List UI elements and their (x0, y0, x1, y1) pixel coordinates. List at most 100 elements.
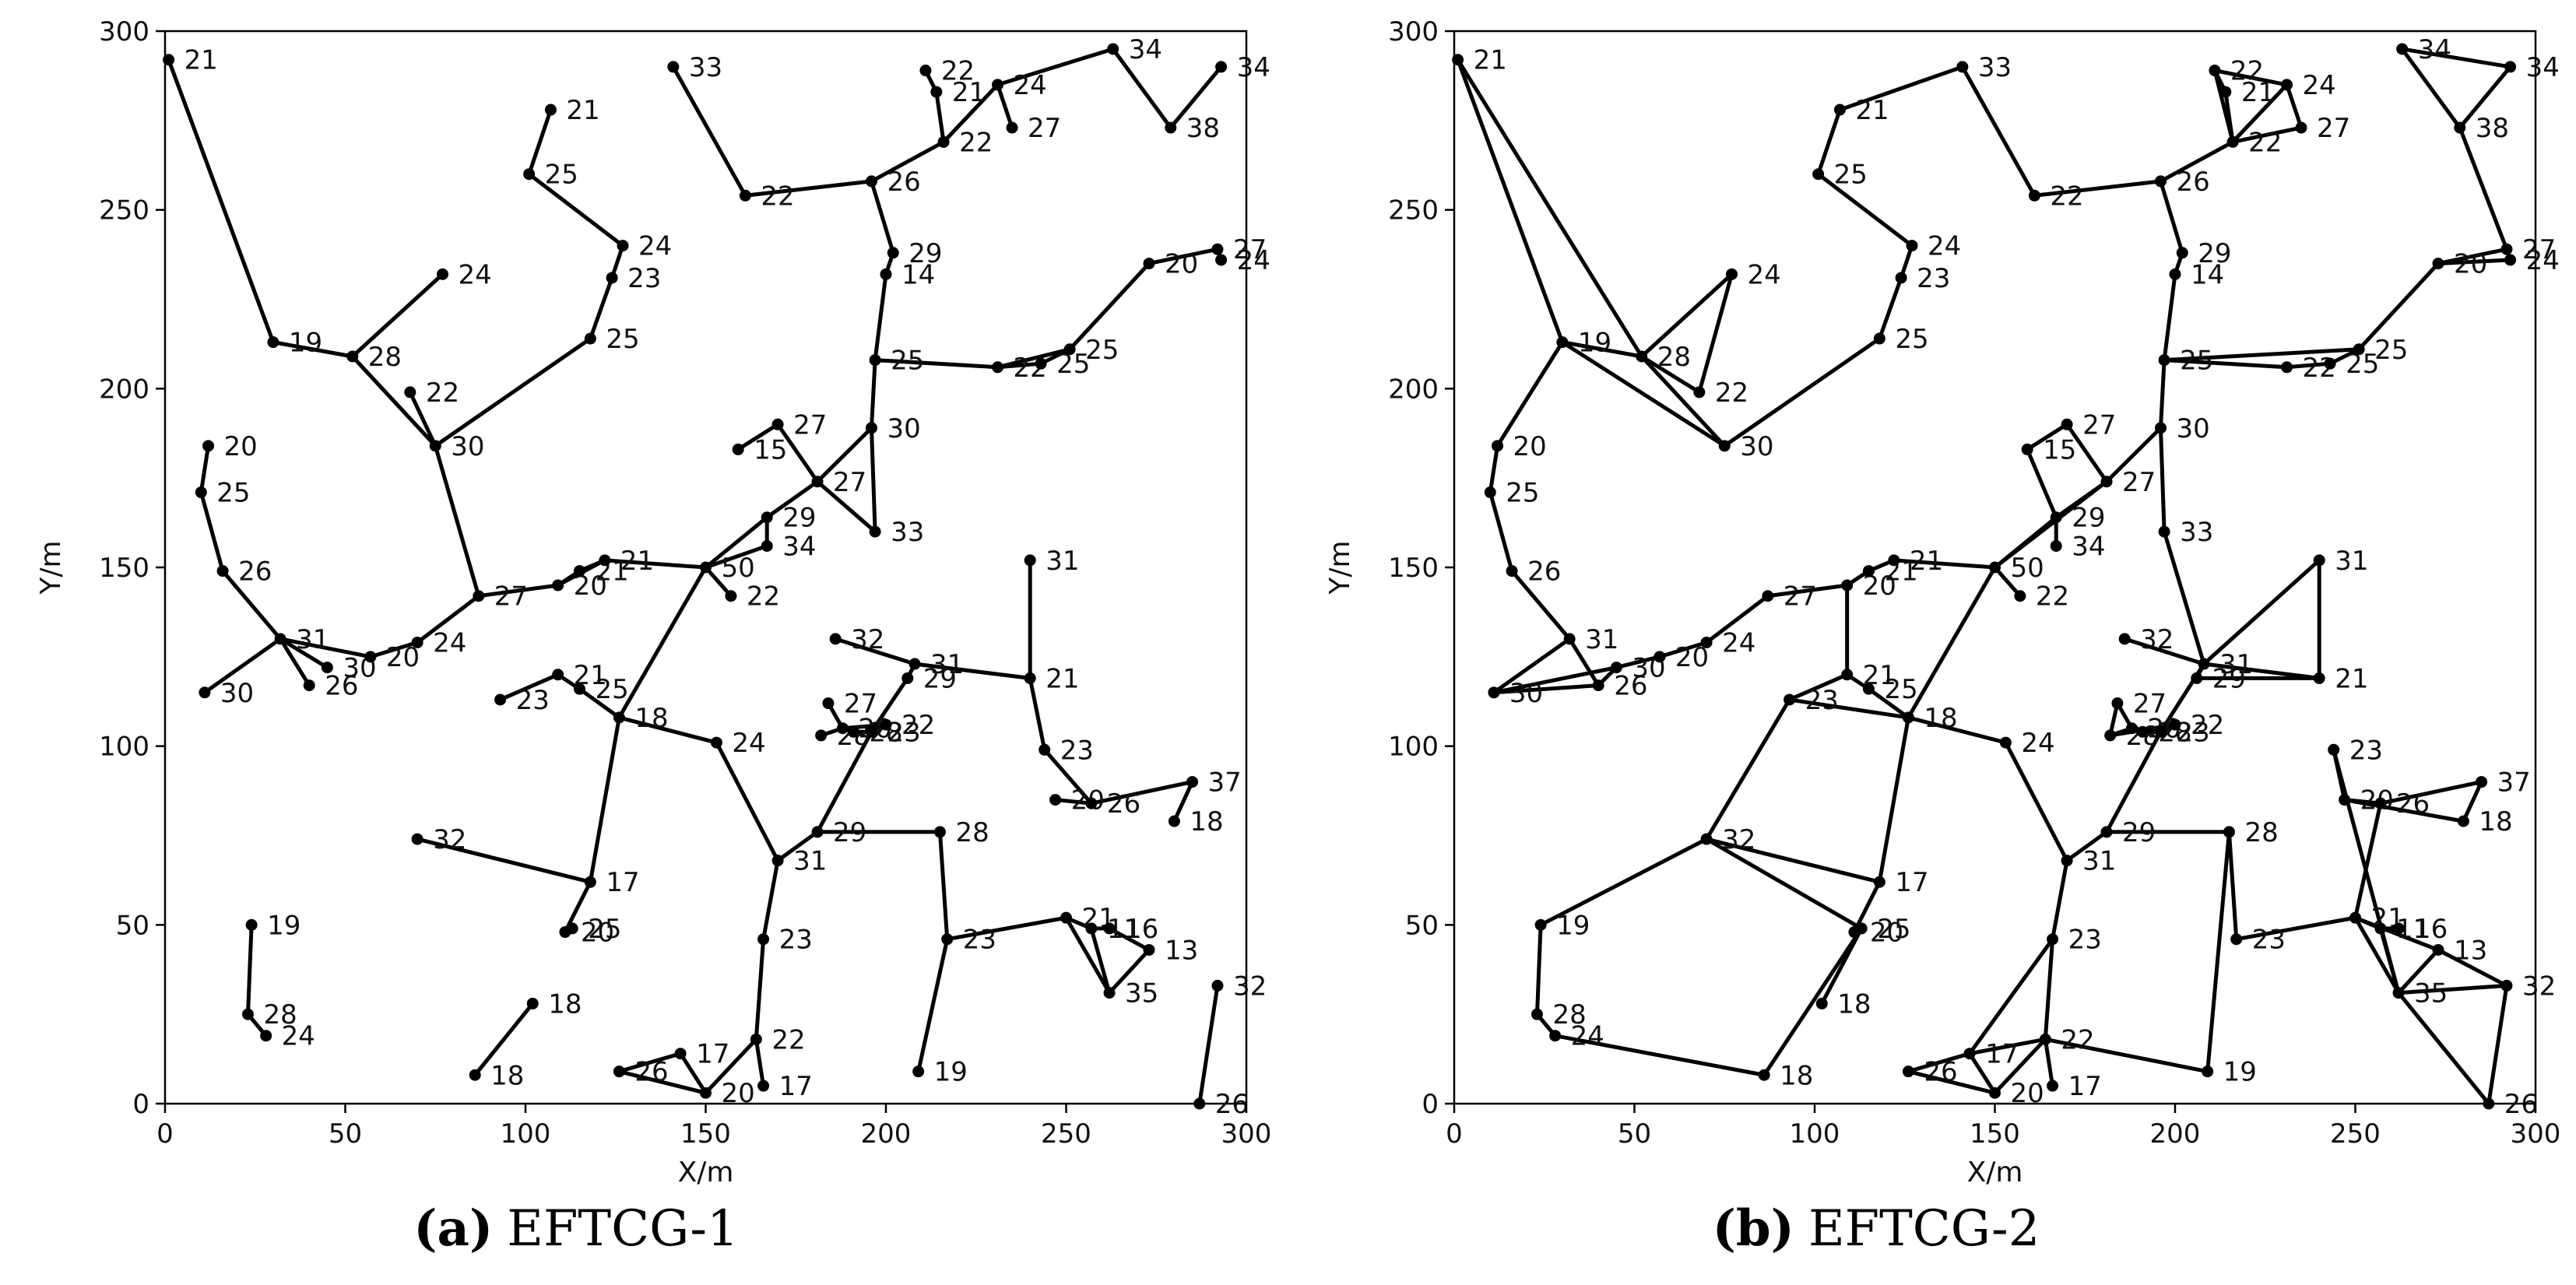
node-point-5 (404, 386, 416, 398)
edge-30-31 (2025, 422, 2069, 451)
edge-91-92 (2486, 983, 2509, 1106)
node-point-18 (1610, 662, 1622, 674)
edge-87-89 (1089, 926, 1112, 995)
edge-45-36 (2158, 179, 2184, 255)
edge-3-5 (1639, 354, 1702, 395)
node-point-24 (599, 554, 611, 567)
node-label-72: 26 (2396, 788, 2430, 820)
edge-60-62 (912, 662, 1032, 680)
node-label-62: 21 (1046, 663, 1079, 694)
edge-58-77 (2003, 740, 2069, 863)
node-point-63 (1024, 554, 1036, 567)
x-axis-label: X/m (678, 1157, 734, 1188)
node-point-17 (1592, 679, 1604, 692)
edge-22-21 (1766, 583, 1850, 599)
node-point-60 (908, 658, 921, 670)
node-point-19 (364, 651, 377, 663)
node-point-91 (2500, 979, 2513, 992)
node-point-76 (2223, 826, 2235, 838)
node-point-7 (1833, 104, 1846, 116)
node-point-26 (2014, 590, 2026, 602)
node-label-88: 16 (1125, 914, 1158, 945)
node-point-68 (2154, 725, 2167, 738)
node-label-15: 31 (1585, 624, 1618, 655)
y-tick-label: 200 (1388, 374, 1439, 405)
edge-28-25 (1993, 515, 2058, 570)
node-label-73: 37 (2497, 767, 2531, 799)
node-label-39: 22 (2248, 127, 2282, 158)
node-label-20: 24 (433, 627, 466, 658)
edge-75-77 (775, 830, 820, 863)
node-point-74 (2457, 815, 2469, 827)
node-point-99 (1534, 918, 1547, 931)
node-label-14: 26 (1527, 556, 1561, 588)
node-point-38 (930, 86, 943, 98)
node-point-79 (750, 1033, 762, 1045)
node-label-8: 25 (545, 160, 578, 191)
node-point-96 (566, 922, 578, 935)
node-point-100 (241, 1008, 254, 1020)
x-tick-label: 200 (861, 1118, 912, 1150)
node-label-30: 15 (2043, 434, 2076, 465)
node-point-20 (411, 636, 423, 648)
edge-89-90 (2396, 947, 2441, 995)
node-label-27: 34 (2072, 531, 2105, 562)
node-label-82: 17 (696, 1039, 729, 1070)
node-label-47: 25 (891, 346, 924, 377)
node-point-50 (1063, 343, 1076, 356)
node-point-31 (771, 418, 784, 430)
edge-3-6 (1639, 354, 1727, 448)
edge-2-6 (1560, 340, 1727, 448)
edge-72-86 (2353, 801, 2383, 920)
edge-79-82 (1967, 1037, 2047, 1056)
node-label-61: 29 (923, 663, 957, 694)
node-point-77 (771, 855, 784, 867)
node-point-67 (847, 725, 859, 738)
edge-81-82 (678, 1052, 708, 1095)
node-label-44: 34 (2526, 52, 2560, 83)
node-point-5 (1693, 386, 1706, 398)
node-point-56 (573, 683, 585, 695)
node-point-40 (992, 79, 1004, 91)
node-point-45 (887, 247, 899, 259)
node-point-81 (700, 1087, 712, 1099)
node-label-50: 25 (1085, 335, 1119, 366)
node-label-97: 18 (1837, 988, 1871, 1020)
node-label-84: 23 (963, 925, 996, 956)
node-point-43 (2454, 121, 2466, 134)
edge-14-15 (1509, 569, 1572, 641)
edge-93-99 (1538, 837, 1709, 927)
edge-36-39 (2158, 139, 2235, 184)
node-label-21: 27 (1784, 581, 1817, 613)
node-label-94: 17 (1895, 867, 1928, 898)
node-point-70 (2328, 743, 2340, 756)
edge-20-21 (1704, 594, 1770, 644)
edge-40-41 (996, 83, 1014, 130)
edge-76-84 (2226, 830, 2239, 942)
node-label-20: 24 (1722, 627, 1755, 658)
node-point-39 (2226, 135, 2239, 148)
node-point-38 (2219, 86, 2232, 98)
edge-72-73 (2378, 780, 2484, 806)
node-label-69: 22 (2191, 710, 2224, 741)
edge-12-13 (199, 444, 211, 495)
edge-11-10 (588, 276, 614, 341)
edge-39-38 (934, 90, 946, 144)
edge-54-57 (1787, 697, 1910, 720)
y-tick-label: 100 (99, 732, 149, 763)
node-label-79: 22 (771, 1024, 805, 1055)
node-point-35 (739, 189, 751, 202)
node-point-23 (1862, 565, 1875, 578)
node-point-56 (1862, 683, 1875, 695)
node-point-36 (2154, 175, 2167, 188)
node-point-13 (195, 486, 207, 499)
edge-57-94 (588, 715, 621, 884)
node-point-28 (2050, 511, 2062, 524)
edge-78-79 (2043, 937, 2055, 1041)
edge-93-94 (415, 837, 592, 884)
node-label-2: 19 (289, 328, 322, 359)
edge-84-85 (916, 937, 950, 1074)
node-label-73: 37 (1208, 767, 1242, 799)
edge-6-11 (433, 336, 592, 448)
